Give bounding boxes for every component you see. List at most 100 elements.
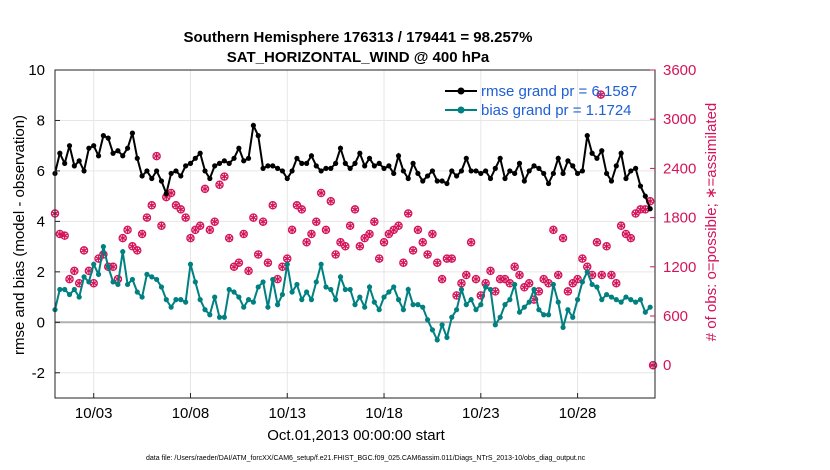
- bias-point: [531, 286, 537, 293]
- rmse-point: [429, 168, 436, 174]
- obs-asterisk-stroke: [462, 272, 471, 278]
- bias-point: [594, 284, 600, 290]
- y-axis-left: -2 0 2 4 6 8 10: [28, 62, 60, 382]
- rmse-point: [207, 175, 213, 182]
- obs-asterisk-stroke: [452, 292, 461, 299]
- rmse-point: [299, 160, 305, 166]
- obs-assimilated-marker: [152, 152, 161, 161]
- obs-asterisk-stroke: [564, 288, 572, 294]
- bias-point: [168, 304, 174, 310]
- obs-assimilated-marker: [322, 225, 330, 234]
- obs-assimilated-marker: [607, 271, 616, 279]
- bias-point: [149, 274, 155, 280]
- obs-assimilated-marker: [109, 262, 117, 271]
- bias-series-line: [54, 246, 651, 343]
- obs-asterisk-stroke: [539, 276, 548, 282]
- obs-asterisk-stroke: [593, 239, 601, 245]
- obs-asterisk-stroke: [467, 239, 475, 245]
- obs-asterisk-stroke: [506, 280, 514, 286]
- obs-assimilated-marker: [423, 250, 432, 259]
- obs-asterisk-stroke: [433, 260, 442, 266]
- bias-point: [318, 261, 324, 267]
- bias-point: [454, 307, 460, 313]
- rmse-point: [487, 175, 494, 182]
- rmse-point: [163, 191, 169, 197]
- bias-point: [420, 304, 426, 310]
- obs-assimilated-marker: [457, 279, 466, 288]
- bias-point: [274, 302, 281, 308]
- obs-assimilated-marker: [447, 254, 456, 263]
- obs-assimilated-marker: [573, 275, 582, 284]
- bias-point: [347, 286, 353, 293]
- obs-asterisk-stroke: [157, 223, 166, 229]
- bias-point: [405, 286, 411, 293]
- obs-assimilated-marker: [167, 189, 175, 197]
- rmse-point: [328, 165, 334, 171]
- y-tick-label-left: 4: [37, 213, 45, 230]
- obs-asterisk-stroke: [394, 223, 403, 229]
- bias-point: [105, 264, 111, 270]
- bias-point: [623, 294, 629, 300]
- obs-assimilated-marker: [641, 205, 650, 214]
- bias-point: [589, 281, 595, 288]
- rmse-point: [483, 168, 489, 174]
- bias-point: [183, 299, 189, 305]
- bias-point: [395, 297, 402, 303]
- obs-assimilated-marker: [186, 234, 195, 243]
- y-tick-label-right: 3600: [663, 62, 696, 79]
- bias-point: [62, 286, 68, 293]
- obs-assimilated-marker: [578, 254, 587, 263]
- bias-point: [86, 279, 92, 285]
- rmse-point: [323, 165, 329, 171]
- bias-point: [429, 327, 436, 333]
- y-tick-label-right: 1800: [663, 210, 696, 227]
- obs-assimilated-marker: [254, 250, 263, 259]
- obs-asterisk-stroke: [75, 280, 83, 286]
- rmse-point: [628, 168, 634, 174]
- obs-assimilated-marker: [365, 230, 374, 238]
- obs-assimilated-marker: [283, 254, 292, 263]
- obs-asterisk-stroke: [380, 239, 388, 245]
- obs-asterisk-stroke: [336, 239, 345, 245]
- rmse-point: [366, 155, 373, 161]
- rmse-point: [221, 158, 227, 164]
- obs-assimilated-marker: [515, 271, 524, 279]
- y-tick-label-right: 2400: [663, 160, 696, 177]
- rmse-point: [618, 150, 624, 156]
- obs-assimilated-marker: [370, 217, 379, 226]
- bias-point: [608, 294, 615, 300]
- rmse-point: [313, 163, 319, 169]
- chart-subtitle: SAT_HORIZONTAL_WIND @ 400 hPa: [227, 49, 490, 66]
- y-tick-label-left: 8: [37, 112, 45, 129]
- bias-point: [158, 284, 165, 290]
- bias-point: [366, 284, 373, 290]
- rmse-point: [623, 175, 629, 182]
- grid: [55, 69, 655, 398]
- obs-assimilated-marker: [627, 234, 635, 243]
- obs-assimilated-marker: [564, 287, 572, 296]
- obs-assimilated-marker: [593, 238, 601, 247]
- obs-assimilated-marker: [177, 205, 185, 214]
- rmse-point: [260, 165, 266, 171]
- rmse-point: [158, 178, 165, 184]
- rmse-point: [439, 178, 445, 184]
- rmse-point: [478, 170, 484, 177]
- bias-point: [212, 294, 218, 300]
- obs-asterisk-stroke: [597, 92, 605, 98]
- rmse-point: [579, 168, 586, 174]
- bias-point: [76, 294, 82, 300]
- obs-assimilated-marker: [602, 242, 611, 251]
- rmse-point: [308, 153, 315, 159]
- rmse-point: [226, 160, 232, 166]
- plot-frame: [54, 69, 656, 399]
- obs-assimilated-marker: [118, 234, 127, 243]
- rmse-point: [81, 168, 87, 174]
- obs-assimilated-marker: [559, 234, 567, 243]
- rmse-point: [434, 178, 440, 184]
- obs-assimilated-marker: [123, 225, 132, 234]
- rmse-point: [584, 133, 590, 139]
- obs-asterisk-stroke: [147, 202, 156, 208]
- obs-asterisk-stroke: [573, 276, 582, 282]
- rmse-point: [71, 163, 77, 169]
- obs-asterisk-stroke: [201, 186, 209, 192]
